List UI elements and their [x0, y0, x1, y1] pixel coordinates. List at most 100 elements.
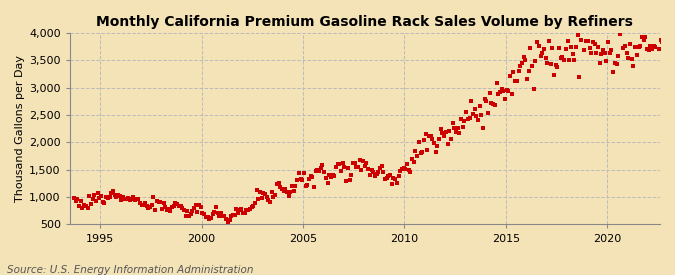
Point: [666, 36, 675, 41]
Point: [594, 60, 605, 65]
Point: [366, 167, 377, 172]
Point: [158, 200, 169, 205]
Point: [356, 168, 367, 173]
Point: [87, 197, 98, 201]
Point: [256, 196, 267, 200]
Point: [253, 196, 264, 201]
Point: [479, 97, 490, 101]
Point: [667, 44, 675, 48]
Point: [138, 203, 148, 207]
Point: [322, 181, 333, 185]
Point: [518, 55, 529, 59]
Point: [214, 214, 225, 218]
Point: [620, 44, 630, 48]
Point: [461, 110, 472, 115]
Point: [420, 132, 431, 136]
Point: [552, 65, 563, 70]
Point: [496, 87, 507, 92]
Point: [241, 208, 252, 213]
Point: [116, 197, 127, 202]
Point: [452, 126, 463, 130]
Point: [621, 51, 632, 56]
Point: [596, 51, 607, 56]
Point: [298, 171, 309, 175]
Point: [312, 167, 323, 172]
Point: [458, 125, 468, 129]
Point: [128, 195, 138, 199]
Point: [597, 48, 608, 53]
Point: [213, 211, 223, 215]
Point: [280, 186, 291, 191]
Point: [250, 200, 261, 205]
Point: [371, 171, 382, 176]
Point: [604, 51, 615, 56]
Point: [415, 151, 426, 156]
Point: [338, 161, 348, 165]
Point: [294, 171, 304, 175]
Point: [187, 208, 198, 213]
Point: [400, 167, 410, 171]
Point: [476, 113, 487, 117]
Point: [633, 45, 644, 50]
Point: [574, 75, 585, 79]
Point: [143, 205, 154, 210]
Point: [375, 166, 385, 170]
Point: [352, 164, 363, 169]
Point: [543, 39, 554, 43]
Point: [471, 114, 482, 119]
Point: [448, 121, 458, 125]
Point: [267, 190, 277, 194]
Point: [388, 176, 399, 180]
Point: [502, 88, 512, 92]
Point: [454, 131, 465, 135]
Point: [549, 73, 560, 78]
Point: [96, 194, 107, 198]
Point: [170, 201, 181, 205]
Point: [606, 48, 617, 53]
Point: [579, 48, 590, 52]
Point: [97, 200, 108, 205]
Point: [643, 48, 654, 53]
Point: [265, 199, 275, 204]
Point: [545, 62, 556, 66]
Point: [478, 126, 489, 131]
Point: [329, 173, 340, 178]
Point: [493, 92, 504, 96]
Point: [522, 77, 533, 81]
Point: [537, 51, 547, 56]
Point: [413, 139, 424, 144]
Point: [418, 138, 429, 143]
Point: [300, 184, 311, 188]
Point: [481, 99, 492, 103]
Point: [437, 131, 448, 135]
Point: [273, 181, 284, 185]
Point: [248, 204, 259, 208]
Point: [373, 170, 383, 175]
Point: [236, 206, 247, 211]
Point: [444, 129, 455, 133]
Point: [381, 176, 392, 180]
Point: [295, 176, 306, 181]
Point: [106, 191, 117, 195]
Point: [559, 58, 570, 62]
Point: [341, 179, 352, 183]
Point: [505, 74, 516, 78]
Point: [178, 208, 189, 213]
Point: [434, 137, 445, 141]
Point: [140, 200, 151, 205]
Point: [403, 168, 414, 172]
Point: [109, 192, 120, 197]
Point: [314, 169, 325, 173]
Text: Source: U.S. Energy Information Administration: Source: U.S. Energy Information Administ…: [7, 265, 253, 275]
Point: [376, 164, 387, 168]
Point: [557, 55, 568, 59]
Point: [456, 117, 466, 122]
Point: [285, 189, 296, 194]
Point: [550, 63, 561, 68]
Point: [209, 209, 220, 214]
Point: [195, 204, 206, 209]
Point: [442, 142, 453, 147]
Point: [331, 165, 342, 169]
Point: [94, 196, 105, 200]
Point: [488, 102, 499, 106]
